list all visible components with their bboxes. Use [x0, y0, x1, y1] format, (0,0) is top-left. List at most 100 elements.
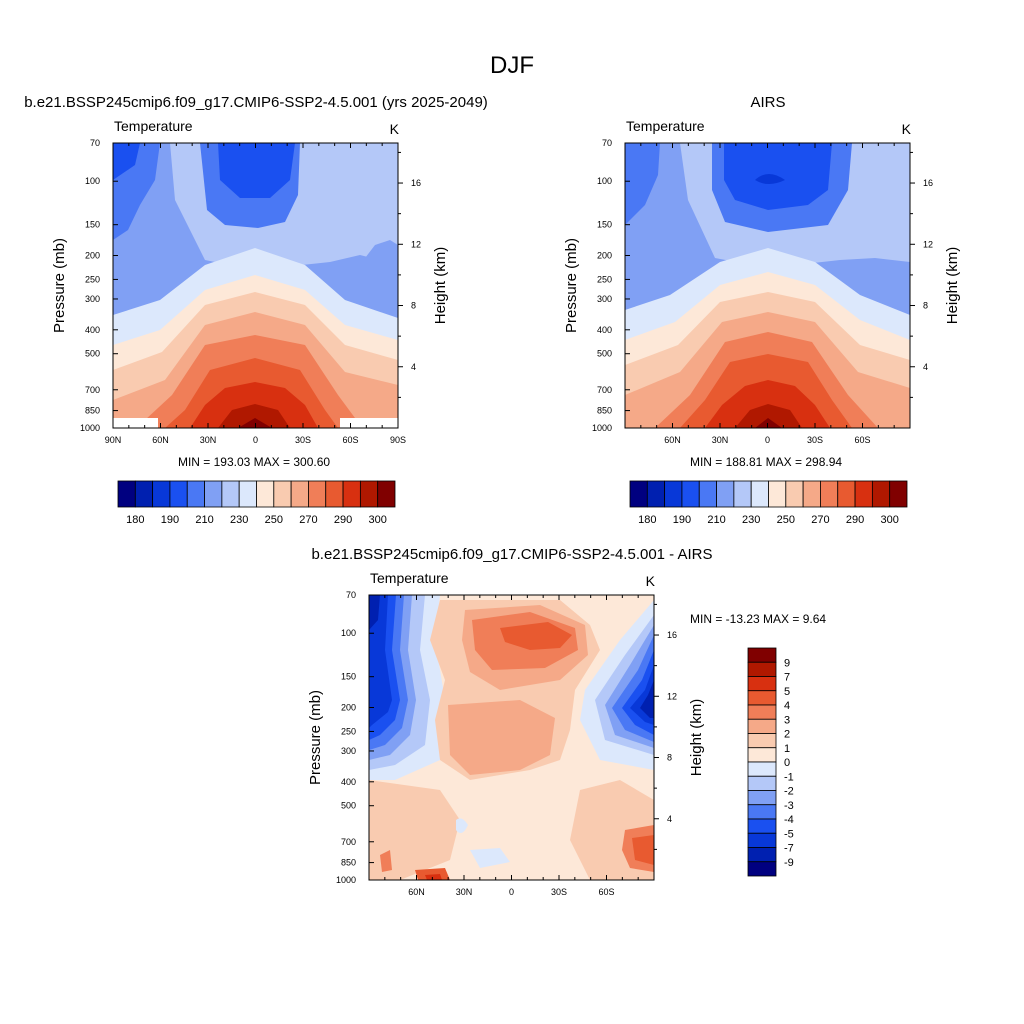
x-tick-label: 90N — [105, 435, 122, 445]
colorbar-label: 290 — [846, 514, 864, 526]
colorbar-box — [854, 480, 873, 508]
x-tick-label: 60S — [854, 435, 870, 445]
colorbar-box — [747, 661, 777, 677]
colorbar-box — [169, 480, 188, 508]
colorbar-box — [747, 690, 777, 706]
x-tick-label: 60N — [408, 887, 425, 897]
y-tick-label: 250 — [341, 726, 356, 736]
y-tick-label: 300 — [597, 294, 612, 304]
colorbar-label: 250 — [777, 514, 795, 526]
colorbar-box — [750, 480, 769, 508]
colorbar-label: 180 — [638, 514, 656, 526]
height-tick-label: 16 — [411, 178, 421, 188]
height-tick-label: 8 — [923, 301, 928, 311]
figure-title: DJF — [490, 52, 534, 79]
colorbar-box — [747, 861, 777, 877]
x-tick-label: 30N — [712, 435, 729, 445]
y-tick-label: 150 — [597, 220, 612, 230]
colorbar-box — [747, 818, 777, 834]
y-tick-label: 100 — [85, 176, 100, 186]
colorbar-box — [273, 480, 292, 508]
colorbar-label: 1 — [784, 743, 790, 755]
y-tick-label: 850 — [341, 858, 356, 868]
y-tick-label: 100 — [597, 176, 612, 186]
x-tick-label: 30S — [295, 435, 311, 445]
y-axis-label: Pressure (mb) — [51, 238, 68, 333]
left-string: Temperature — [114, 118, 193, 134]
y-tick-label: 500 — [597, 349, 612, 359]
height-tick-label: 4 — [411, 362, 416, 372]
colorbar-label: 190 — [161, 514, 179, 526]
y-tick-label: 1000 — [336, 875, 356, 885]
stats-text: MIN = -13.23 MAX = 9.64 — [690, 612, 826, 626]
y-tick-label: 300 — [341, 746, 356, 756]
axes: 90N 60N 30N 0 30S 60S 90S 70 100 150 200 250 300 400 5… — [51, 138, 449, 445]
colorbar-box — [629, 480, 648, 508]
colorbar-label: 270 — [811, 514, 829, 526]
x-tick-label: 60N — [664, 435, 681, 445]
y-axis-label-right: Height (km) — [688, 699, 705, 777]
y-tick-label: 100 — [341, 628, 356, 638]
colorbar-box — [256, 480, 275, 508]
y-tick-label: 250 — [597, 274, 612, 284]
colorbar-box — [238, 480, 257, 508]
x-tick-label: 30N — [456, 887, 473, 897]
height-tick-label: 12 — [667, 691, 677, 701]
colorbar-box — [747, 676, 777, 692]
colorbar-box — [802, 480, 821, 508]
colorbar-label: 9 — [784, 657, 790, 669]
colorbar-box — [747, 847, 777, 863]
colorbar: 9 7 5 4 3 2 1 0 -1 -2 -3 -4 -5 -7 -9 — [747, 647, 794, 877]
height-tick-label: 4 — [667, 814, 672, 824]
y-tick-label: 700 — [85, 385, 100, 395]
x-tick-label: 60N — [152, 435, 169, 445]
colorbar-label: 190 — [673, 514, 691, 526]
colorbar-box — [377, 480, 396, 508]
colorbar-box — [290, 480, 309, 508]
x-tick-label: 60S — [342, 435, 358, 445]
colorbar-box — [646, 480, 666, 508]
colorbar-label: -4 — [784, 814, 794, 826]
colorbar-box — [308, 480, 327, 508]
x-tick-label: 90S — [390, 435, 406, 445]
colorbar-label: 2 — [784, 729, 790, 741]
x-tick-label: 30N — [200, 435, 217, 445]
axes: 60N 30N 0 30S 60S 70 100 150 200 250 300 400 500 700 8… — [307, 590, 705, 897]
colorbar-box — [204, 480, 223, 508]
colorbar-label: -1 — [784, 771, 794, 783]
y-axis-label-right: Height (km) — [432, 247, 449, 325]
colorbar-box — [325, 480, 344, 508]
y-axis-label-right: Height (km) — [944, 247, 961, 325]
colorbar-label: 300 — [881, 514, 899, 526]
colorbar-box — [134, 480, 154, 508]
colorbar-box — [747, 832, 777, 848]
height-tick-label: 8 — [667, 753, 672, 763]
colorbar-box — [716, 480, 735, 508]
colorbar-label: -5 — [784, 828, 794, 840]
colorbar-label: 270 — [299, 514, 317, 526]
height-tick-label: 4 — [923, 362, 928, 372]
colorbar-label: 4 — [784, 700, 790, 712]
y-tick-label: 500 — [341, 801, 356, 811]
colorbar-box — [359, 480, 379, 508]
x-tick-label: 0 — [765, 435, 770, 445]
colorbar-label: 250 — [265, 514, 283, 526]
y-axis-label: Pressure (mb) — [563, 238, 580, 333]
height-tick-label: 16 — [923, 178, 933, 188]
contour-field — [369, 595, 654, 880]
y-axis-label: Pressure (mb) — [307, 690, 324, 785]
x-tick-label: 30S — [551, 887, 567, 897]
y-tick-label: 850 — [597, 406, 612, 416]
panel-model: b.e21.BSSP245cmip6.f09_g17.CMIP6-SSP2-4.… — [24, 94, 488, 526]
panel-title: AIRS — [750, 94, 785, 111]
y-tick-label: 200 — [597, 251, 612, 261]
y-tick-label: 1000 — [592, 423, 612, 433]
y-tick-label: 150 — [85, 220, 100, 230]
colorbar-label: 230 — [742, 514, 760, 526]
colorbar-box — [747, 647, 777, 663]
right-string: K — [902, 121, 912, 137]
colorbar-box — [342, 480, 361, 508]
colorbar-box — [768, 480, 787, 508]
colorbar-box — [747, 718, 777, 734]
